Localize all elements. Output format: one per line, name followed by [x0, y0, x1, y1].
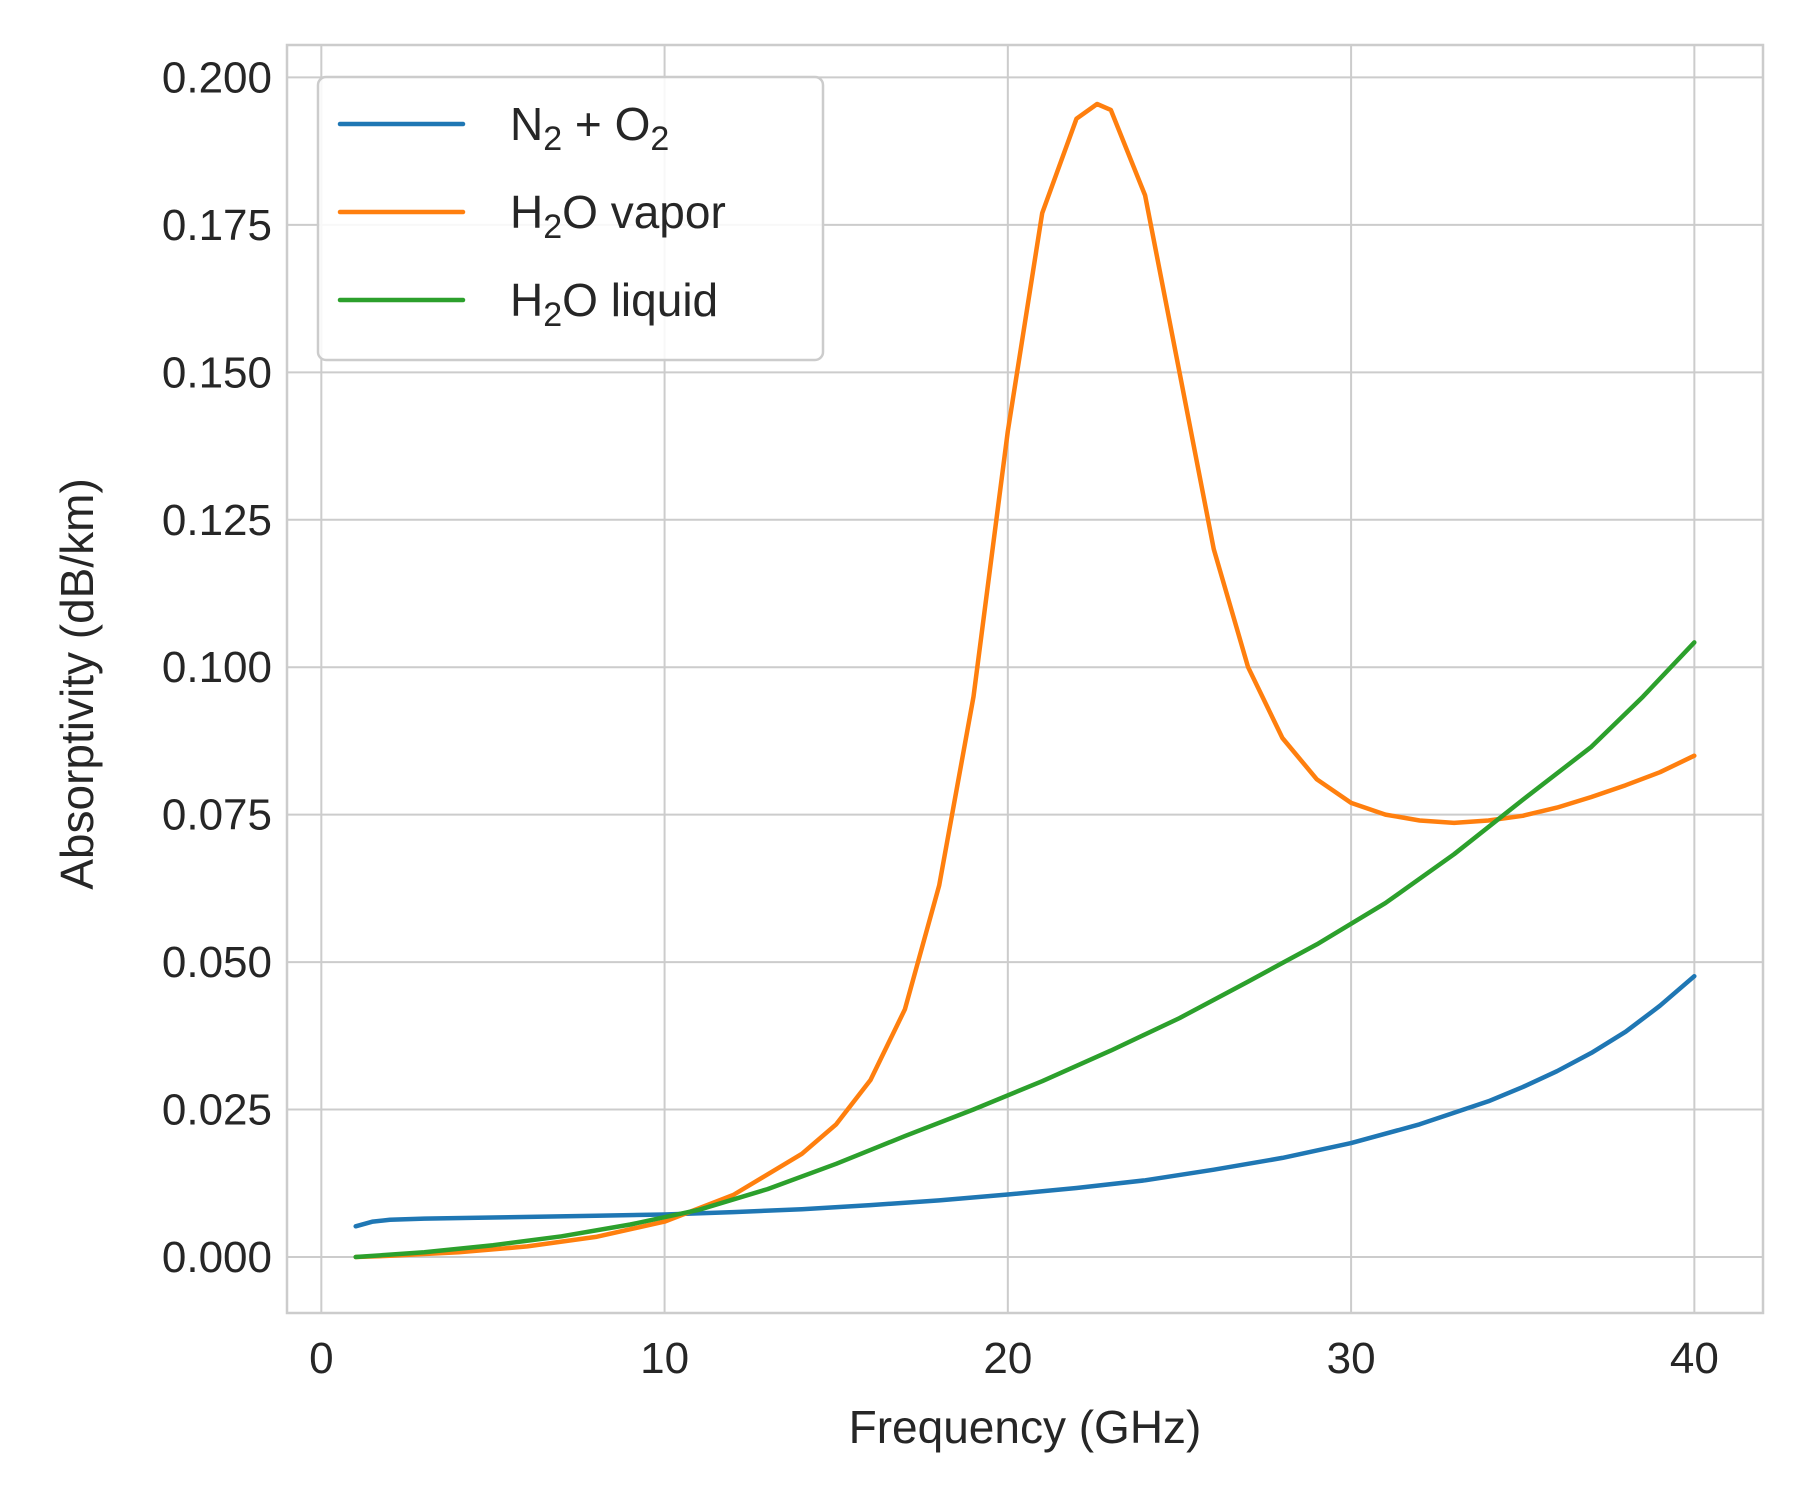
y-tick-label: 0.050: [162, 938, 272, 987]
series-layer: [353, 101, 1697, 1260]
x-tick-label: 20: [983, 1334, 1032, 1383]
legend: N2 + O2 H2O vapor H2O liquid: [316, 75, 825, 362]
y-tick-label: 0.175: [162, 201, 272, 250]
y-tick-label: 0.125: [162, 496, 272, 545]
x-tick-labels: 0 10 20 30 40: [309, 1334, 1719, 1383]
legend-box: [316, 75, 825, 362]
legend-label: H2O vapor: [510, 186, 726, 246]
y-tick-label: 0.100: [162, 643, 272, 692]
x-tick-label: 10: [640, 1334, 689, 1383]
y-tick-labels: 0.000 0.025 0.050 0.075 0.100 0.125 0.150 0.175…: [162, 53, 272, 1282]
series-line: [353, 640, 1697, 1260]
y-tick-label: 0.025: [162, 1086, 272, 1135]
x-tick-label: 0: [309, 1334, 333, 1383]
x-tick-label: 40: [1670, 1334, 1719, 1383]
y-axis-label: Absorptivity (dB/km): [51, 478, 103, 890]
grid-lines: [287, 45, 1763, 1313]
plot-frame: [285, 43, 1765, 1315]
y-tick-label: 0.200: [162, 53, 272, 102]
series-line: [353, 973, 1697, 1229]
y-tick-label: 0.000: [162, 1233, 272, 1282]
x-tick-label: 30: [1327, 1334, 1376, 1383]
y-tick-label: 0.075: [162, 791, 272, 840]
legend-label: N2 + O2: [510, 98, 669, 158]
legend-label: H2O liquid: [510, 274, 718, 334]
x-axis-label: Frequency (GHz): [849, 1401, 1202, 1453]
y-tick-label: 0.150: [162, 348, 272, 397]
